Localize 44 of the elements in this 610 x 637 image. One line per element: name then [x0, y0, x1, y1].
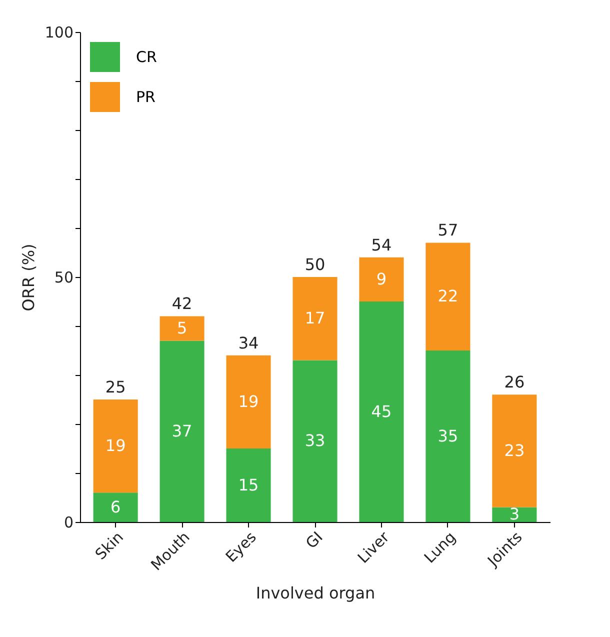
data-label: 19	[105, 436, 126, 456]
x-axis-title: Involved organ	[256, 583, 376, 602]
data-label: 5	[176, 318, 188, 338]
x-tick-label: GI	[302, 528, 326, 552]
bar	[160, 316, 204, 341]
data-label: 23	[504, 440, 525, 460]
data-label: 35	[438, 426, 458, 446]
x-tick-label: Skin	[92, 528, 127, 564]
bar	[426, 350, 470, 522]
data-label: 19	[238, 392, 259, 411]
bar	[292, 360, 338, 522]
data-label: 6	[110, 497, 121, 516]
data-label: 37	[172, 421, 192, 440]
bar	[359, 302, 404, 522]
bar	[359, 257, 404, 302]
y-tick-label: 100	[44, 24, 74, 42]
bar	[160, 340, 204, 522]
data-label: 3	[509, 504, 520, 524]
data-label: 22	[438, 286, 458, 306]
bar	[426, 242, 470, 350]
data-label: 15	[238, 475, 259, 494]
bar	[226, 355, 271, 448]
y-tick-label: 50	[54, 268, 74, 286]
data-label: 33	[304, 431, 326, 450]
total-label: 42	[172, 294, 192, 314]
total-label: 54	[371, 235, 392, 254]
total-label: 57	[438, 220, 458, 240]
y-tick-label: 0	[64, 514, 74, 532]
total-label: 34	[238, 333, 259, 352]
bar	[492, 394, 537, 508]
data-label: 45	[371, 402, 392, 421]
bar	[492, 507, 537, 522]
legend-label: CR	[136, 48, 157, 66]
y-axis-title: ORR (%)	[18, 244, 38, 312]
bar	[93, 492, 138, 522]
total-label: 26	[504, 372, 525, 392]
bar	[226, 448, 271, 522]
data-label: 9	[376, 269, 387, 288]
total-label: 25	[105, 378, 126, 396]
data-label: 17	[304, 308, 326, 328]
bar	[93, 400, 138, 493]
bar	[292, 277, 338, 360]
legend-label: PR	[136, 88, 156, 106]
total-label: 50	[304, 255, 326, 274]
